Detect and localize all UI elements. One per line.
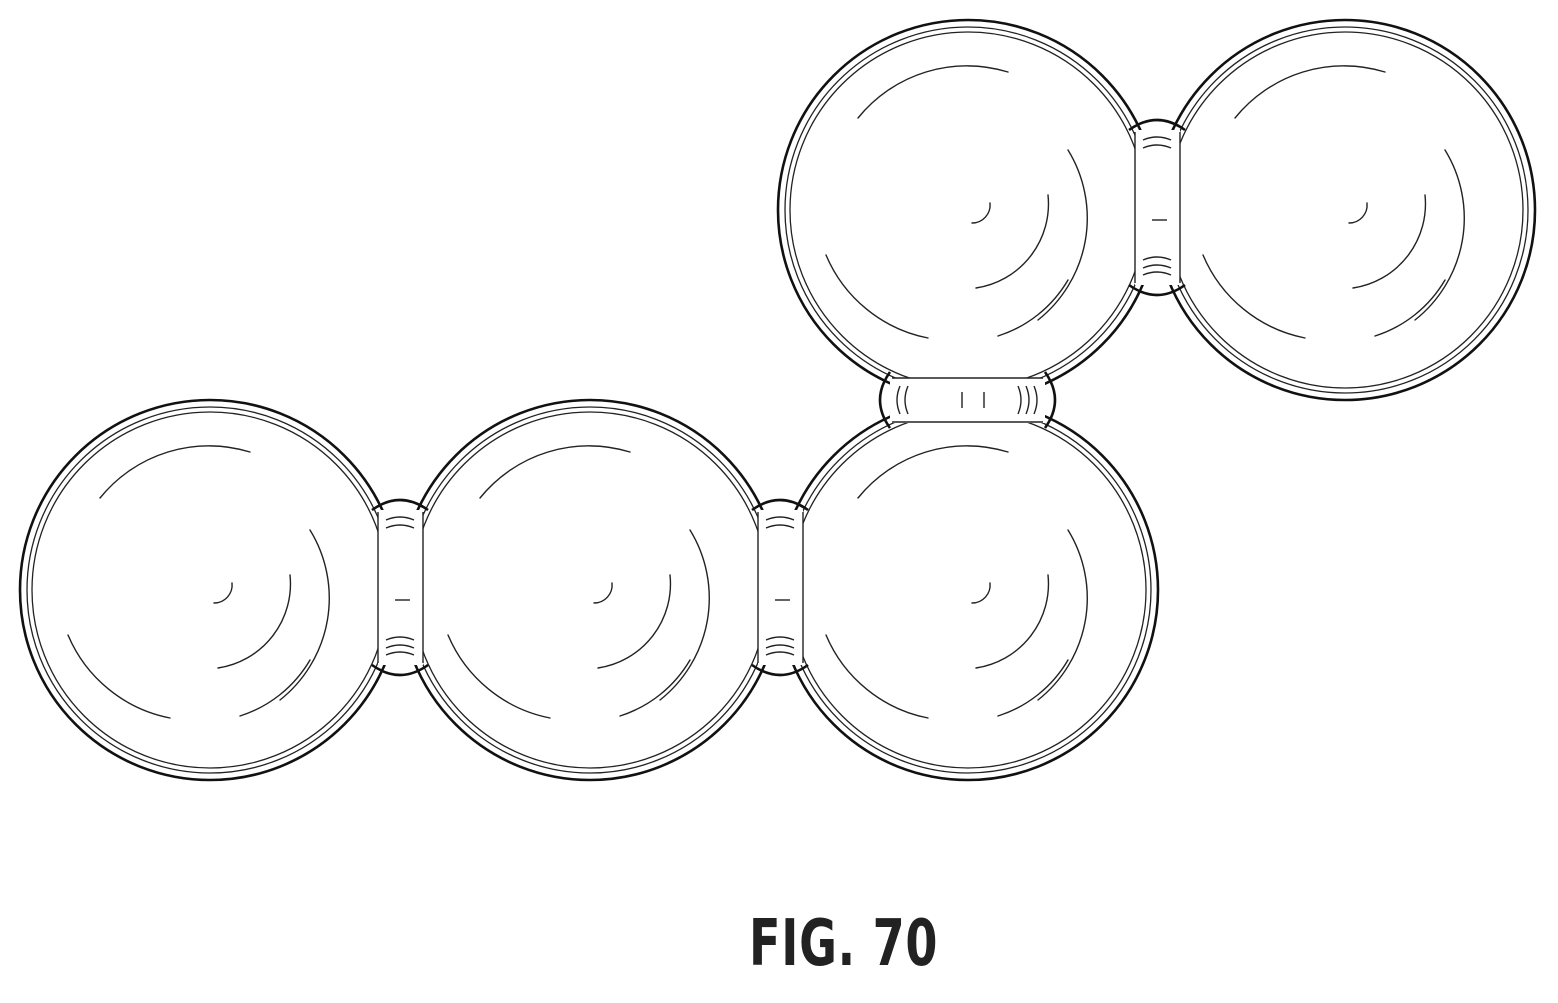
cup-1 <box>20 400 400 780</box>
connector-4-5 <box>1129 120 1185 295</box>
cup-5 <box>1155 20 1535 400</box>
connector-4-3 <box>880 372 1055 428</box>
cup-2 <box>400 400 780 780</box>
connector-1-2 <box>372 500 428 675</box>
connector-2-3 <box>752 500 808 675</box>
figure-label: FIG. 70 <box>749 906 893 982</box>
cup-3 <box>778 400 1158 780</box>
cup-4 <box>778 20 1158 400</box>
